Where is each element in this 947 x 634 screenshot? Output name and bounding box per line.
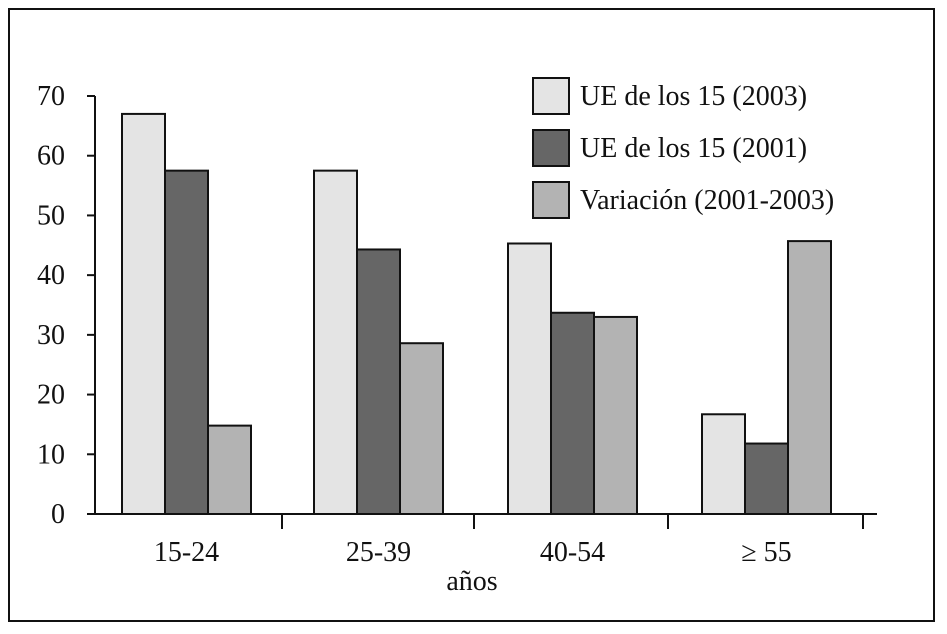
x-tick-label: 15-24 (154, 537, 219, 568)
bars (121, 112, 832, 516)
legend-swatch (532, 181, 570, 219)
y-tick-label: 40 (37, 260, 65, 291)
bar (744, 442, 789, 515)
x-axis-title: años (446, 566, 497, 597)
y-tick-label: 70 (37, 81, 65, 112)
y-tick-label: 0 (51, 499, 65, 530)
bar (701, 413, 746, 515)
y-tick-label: 60 (37, 141, 65, 172)
legend-label: UE de los 15 (2001) (580, 133, 807, 164)
bar (507, 242, 552, 515)
bar (207, 424, 252, 516)
legend-label: UE de los 15 (2003) (580, 81, 807, 112)
bar (550, 311, 595, 515)
bar (356, 248, 401, 515)
y-tick-label: 50 (37, 200, 65, 231)
bar (164, 169, 209, 515)
x-tick-label: 25-39 (346, 537, 411, 568)
y-tick-label: 30 (37, 320, 65, 351)
legend-swatch (532, 77, 570, 115)
x-tick-label: 40-54 (540, 537, 605, 568)
bar (121, 112, 166, 516)
x-tick-label: ≥ 55 (741, 537, 791, 568)
y-tick-label: 10 (37, 439, 65, 470)
legend-label: Variación (2001-2003) (580, 185, 834, 216)
bar (593, 315, 638, 516)
y-tick-label: 20 (37, 380, 65, 411)
bar (787, 240, 832, 515)
bar (313, 169, 358, 515)
legend-swatch (532, 129, 570, 167)
legend: UE de los 15 (2003) UE de los 15 (2001) Va… (532, 77, 834, 219)
bar (399, 342, 444, 515)
